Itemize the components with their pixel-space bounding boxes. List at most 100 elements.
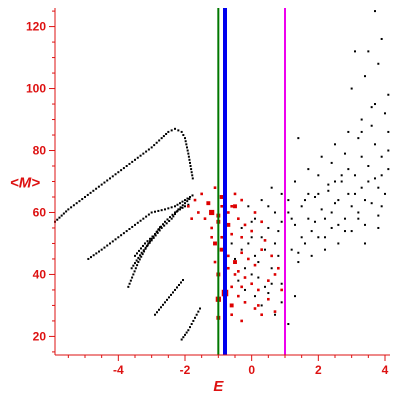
black-point [310, 230, 313, 233]
curve-point [103, 246, 106, 249]
red-point [197, 211, 200, 214]
curve-point [158, 228, 160, 231]
curve-point [137, 261, 140, 264]
curve-point [150, 237, 153, 240]
curve-point [185, 331, 188, 334]
curve-point [58, 216, 61, 219]
curve-point [131, 276, 134, 279]
black-point [307, 217, 310, 220]
curve-point [185, 143, 188, 146]
black-point [307, 192, 310, 195]
black-point [347, 168, 350, 171]
black-point [370, 124, 373, 127]
curve-point [139, 154, 142, 157]
black-point [317, 192, 320, 195]
black-point [330, 211, 333, 214]
curve-point [170, 206, 173, 209]
curve-point [114, 173, 117, 176]
black-point [274, 211, 276, 214]
curve-point [177, 129, 180, 132]
curve-point [117, 236, 120, 239]
red-point [230, 313, 233, 317]
black-point [370, 106, 373, 109]
curve-point [60, 214, 63, 217]
curve-point [189, 326, 191, 329]
curve-point [162, 135, 165, 138]
red-point [210, 235, 213, 239]
black-point [267, 205, 270, 208]
curve-point [148, 241, 151, 244]
curve-point [86, 193, 89, 196]
curve-point [150, 211, 153, 214]
curve-point [144, 246, 147, 249]
curve-point [176, 203, 179, 206]
curve-point [130, 267, 133, 270]
black-point [254, 254, 256, 257]
curve-point [136, 264, 139, 267]
black-point [300, 236, 303, 239]
curve-point [189, 195, 191, 198]
curves-layer [54, 127, 201, 341]
black-point [274, 313, 276, 316]
curve-point [184, 137, 186, 140]
black-point [287, 211, 290, 214]
black-point [344, 230, 346, 233]
curve-point [103, 181, 106, 184]
red-point [237, 270, 240, 273]
black-point [387, 93, 390, 96]
curve-point [184, 205, 186, 208]
curve-point [158, 229, 161, 232]
curve-point [142, 217, 145, 220]
curve-point [177, 208, 180, 211]
black-point [297, 251, 300, 254]
curve-point [199, 307, 201, 310]
black-point [264, 285, 266, 288]
black-point [374, 103, 376, 106]
black-point [350, 205, 353, 208]
red-point [243, 301, 247, 304]
red-point [267, 279, 270, 282]
black-point [250, 220, 253, 223]
curve-point [155, 141, 158, 144]
black-point [260, 199, 263, 202]
black-point [270, 186, 273, 189]
curve-point [138, 258, 141, 261]
curve-point [168, 220, 171, 223]
red-point [243, 223, 247, 227]
x-tick-label: 2 [315, 363, 322, 377]
curve-point [180, 281, 182, 284]
black-point [360, 155, 363, 158]
curve-point [140, 255, 143, 258]
curve-point [125, 165, 128, 168]
black-point [384, 112, 386, 115]
curve-point [147, 242, 150, 245]
curve-point [154, 210, 156, 213]
black-point [357, 217, 360, 220]
curve-point [189, 165, 192, 168]
red-point [213, 186, 217, 189]
black-point [277, 254, 280, 257]
curve-point [146, 240, 149, 243]
curve-point [146, 244, 149, 247]
curve-point [134, 262, 136, 265]
black-point [337, 199, 340, 202]
curve-point [106, 244, 109, 247]
curve-point [136, 252, 138, 255]
curve-point [165, 132, 168, 135]
curve-point [191, 177, 194, 180]
red-point [209, 209, 215, 216]
red-point [193, 198, 197, 202]
black-point [297, 261, 300, 264]
curve-point [111, 175, 114, 178]
curve-point [181, 206, 184, 209]
axes [54, 8, 390, 356]
curve-point [171, 213, 174, 216]
red-point [277, 266, 280, 270]
curve-point [139, 219, 142, 222]
black-point [364, 242, 366, 245]
curve-point [56, 218, 59, 221]
black-point [317, 174, 320, 177]
curve-point [191, 174, 194, 177]
curve-point [72, 204, 75, 207]
curve-point [182, 336, 185, 339]
